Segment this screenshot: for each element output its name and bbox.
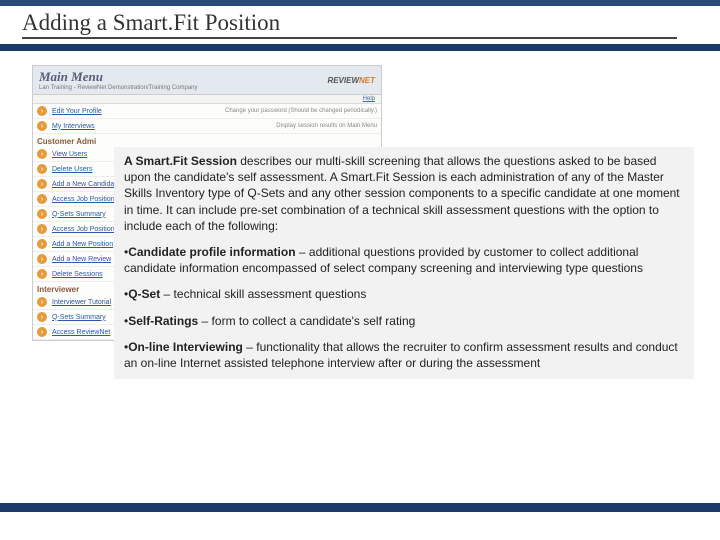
bullet-candidate-profile: •Candidate profile information – additio… (124, 244, 684, 276)
menu-item-label: Edit Your Profile (52, 108, 102, 115)
divider-bar (0, 44, 720, 51)
intro-bold: A Smart.Fit Session (124, 154, 237, 168)
menu-item-label: Q-Sets Summary (52, 211, 106, 218)
menu-item[interactable]: › My Interviews Display session results on… (33, 119, 381, 134)
page-title: Adding a Smart.Fit Position (22, 10, 677, 39)
bullet-online-interviewing: •On-line Interviewing – functionality th… (124, 339, 684, 371)
menu-bullet-icon: › (37, 312, 47, 322)
menu-subtitle: Lan Training - ReviewNet Demonstration/T… (39, 85, 198, 91)
b1-bold: Candidate profile information (128, 245, 295, 259)
menu-item-label: Delete Sessions (52, 271, 103, 278)
menu-bullet-icon: › (37, 164, 47, 174)
menu-section-header: Customer Admi (33, 134, 381, 147)
menu-item-label: Delete Users (52, 166, 92, 173)
menu-bullet-icon: › (37, 269, 47, 279)
bullet-qset: •Q-Set – technical skill assessment ques… (124, 286, 684, 302)
menu-bullet-icon: › (37, 224, 47, 234)
menu-item-label: Interviewer Tutorial (52, 299, 111, 306)
b3-bold: Self-Ratings (128, 314, 198, 328)
menu-bullet-icon: › (37, 149, 47, 159)
reviewnet-logo: REVIEWNET (327, 76, 375, 85)
menu-bullet-icon: › (37, 239, 47, 249)
menu-item-label: My Interviews (52, 123, 95, 130)
menu-item-desc: Change your password (Should be changed … (225, 108, 377, 114)
menu-item-desc: Display session results on Main Menu (276, 123, 377, 129)
content: Main Menu Lan Training - ReviewNet Demon… (0, 51, 720, 63)
bullet-self-ratings: •Self-Ratings – form to collect a candid… (124, 313, 684, 329)
menu-item-label: Q-Sets Summary (52, 314, 106, 321)
intro-paragraph: A Smart.Fit Session describes our multi-… (124, 153, 684, 234)
menu-item-label: View Users (52, 151, 87, 158)
menu-header: Main Menu Lan Training - ReviewNet Demon… (33, 66, 381, 95)
menu-item-label: Add a New Review (52, 256, 111, 263)
menu-bullet-icon: › (37, 254, 47, 264)
menu-bullet-icon: › (37, 297, 47, 307)
b3-text: – form to collect a candidate's self rat… (198, 314, 415, 328)
menu-title: Main Menu (39, 69, 198, 85)
menu-item-label: Add a New Candida (52, 181, 114, 188)
menu-item[interactable]: › Edit Your Profile Change your password (… (33, 104, 381, 119)
b2-text: – technical skill assessment questions (160, 287, 366, 301)
menu-bullet-icon: › (37, 121, 47, 131)
help-link[interactable]: Help (33, 95, 381, 104)
bottom-bar (0, 503, 720, 512)
description-overlay: A Smart.Fit Session describes our multi-… (114, 147, 694, 379)
menu-bullet-icon: › (37, 327, 47, 337)
menu-item-label: Access Job Position (52, 196, 115, 203)
menu-bullet-icon: › (37, 194, 47, 204)
menu-item-label: Add a New Position (52, 241, 113, 248)
logo-part-a: REVIEW (327, 76, 359, 85)
menu-bullet-icon: › (37, 106, 47, 116)
menu-item-label: Access Job Position (52, 226, 115, 233)
menu-bullet-icon: › (37, 209, 47, 219)
menu-bullet-icon: › (37, 179, 47, 189)
b4-bold: On-line Interviewing (128, 340, 243, 354)
title-area: Adding a Smart.Fit Position (0, 6, 720, 41)
logo-part-b: NET (359, 76, 375, 85)
b2-bold: Q-Set (128, 287, 160, 301)
menu-item-label: Access ReviewNet (52, 329, 110, 336)
